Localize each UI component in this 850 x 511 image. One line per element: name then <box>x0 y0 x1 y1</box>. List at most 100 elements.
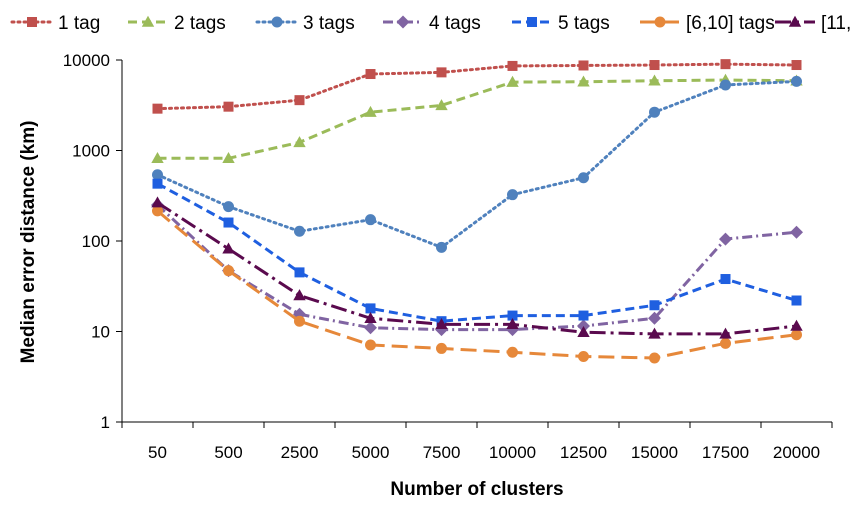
data-point <box>790 225 803 239</box>
data-point <box>720 59 731 70</box>
data-point <box>648 311 661 325</box>
data-point <box>294 225 305 237</box>
data-point <box>436 241 447 253</box>
x-tick-label: 7500 <box>423 443 461 462</box>
data-point <box>719 327 732 339</box>
y-tick-label: 1 <box>101 413 110 432</box>
data-point <box>152 205 163 217</box>
data-point <box>790 319 803 331</box>
series-1-tag <box>152 59 802 114</box>
data-point <box>436 67 447 78</box>
series-line <box>156 79 798 250</box>
y-tick-label: 10000 <box>63 51 110 70</box>
x-tick-label: 12500 <box>560 443 607 462</box>
data-point <box>649 106 660 118</box>
data-point <box>365 69 376 80</box>
data-point <box>720 274 731 285</box>
data-point <box>507 346 518 358</box>
legend-item: 2 tags <box>128 13 226 34</box>
data-point <box>294 315 305 327</box>
legend-label: 3 tags <box>303 13 355 34</box>
series-line <box>156 209 797 360</box>
data-point <box>648 74 661 86</box>
legend-label: [11,75] tags <box>821 13 850 34</box>
data-point <box>365 303 376 314</box>
data-point <box>788 15 802 27</box>
data-point <box>222 151 235 164</box>
data-point <box>365 339 376 351</box>
data-point <box>577 75 590 87</box>
data-point <box>719 232 732 246</box>
data-point <box>152 169 163 181</box>
legend-label: 4 tags <box>429 13 481 34</box>
series-4-tags <box>151 198 803 337</box>
data-point <box>293 136 306 148</box>
series-3-tags <box>152 75 802 253</box>
data-point <box>365 214 376 226</box>
series-5-tags <box>152 178 802 327</box>
data-point <box>151 151 164 164</box>
data-point <box>791 75 802 87</box>
data-point <box>364 105 377 117</box>
data-point <box>223 201 234 213</box>
data-point <box>223 265 234 277</box>
x-tick-label: 10000 <box>489 443 536 462</box>
y-tick-label: 1000 <box>72 142 110 161</box>
data-point <box>435 318 448 330</box>
y-tick-label: 10 <box>91 323 110 342</box>
data-point <box>507 310 518 321</box>
legend-item: 5 tags <box>512 13 610 34</box>
x-tick-label: 20000 <box>773 443 820 462</box>
y-axis-title: Median error distance (km) <box>18 121 39 364</box>
x-ticks: 50 500 2500 5000 7500 10000 12500 15000 17500 200… <box>121 422 833 462</box>
data-point <box>223 101 234 112</box>
series-2-tags <box>151 73 803 164</box>
data-point <box>364 321 377 335</box>
legend: 1 tag 2 tags 3 tags 4 tags 5 tags [6,10] tags… <box>10 13 850 34</box>
y-ticks: 1 10 100 1000 10000 <box>63 51 122 432</box>
data-point <box>791 329 802 341</box>
legend-item: [6,10] tags <box>640 13 775 34</box>
data-point <box>578 350 589 362</box>
legend-item: 1 tag <box>10 13 100 34</box>
series-line <box>156 62 798 111</box>
data-point <box>578 172 589 184</box>
data-point <box>293 289 306 301</box>
data-point <box>648 327 661 339</box>
x-tick-label: 50 <box>148 443 167 462</box>
data-point <box>436 342 447 354</box>
y-tick-label: 100 <box>82 232 110 251</box>
legend-item: 4 tags <box>383 13 481 34</box>
data-point <box>223 217 234 228</box>
data-point <box>506 318 519 330</box>
legend-label: 2 tags <box>174 13 226 34</box>
x-tick-label: 2500 <box>281 443 319 462</box>
data-point <box>506 75 519 87</box>
series-line <box>156 203 797 332</box>
x-axis-title: Number of clusters <box>390 479 563 500</box>
data-point <box>649 300 660 311</box>
x-tick-label: 5000 <box>352 443 390 462</box>
data-point <box>152 103 163 114</box>
data-point <box>527 17 537 27</box>
series-line <box>156 182 797 323</box>
data-point <box>791 295 802 306</box>
series-11-75-tags <box>151 196 803 339</box>
series-line <box>156 201 797 336</box>
data-point <box>791 60 802 71</box>
data-point <box>577 325 590 338</box>
data-point <box>222 242 235 254</box>
data-point <box>294 267 305 278</box>
data-point <box>578 60 589 71</box>
legend-label: [6,10] tags <box>686 13 775 34</box>
data-point <box>294 95 305 106</box>
data-point <box>151 196 164 208</box>
data-point <box>364 311 377 324</box>
data-point <box>720 79 731 91</box>
data-point <box>141 15 155 27</box>
data-point <box>27 17 37 27</box>
legend-label: 5 tags <box>558 13 610 34</box>
data-point <box>396 15 410 29</box>
